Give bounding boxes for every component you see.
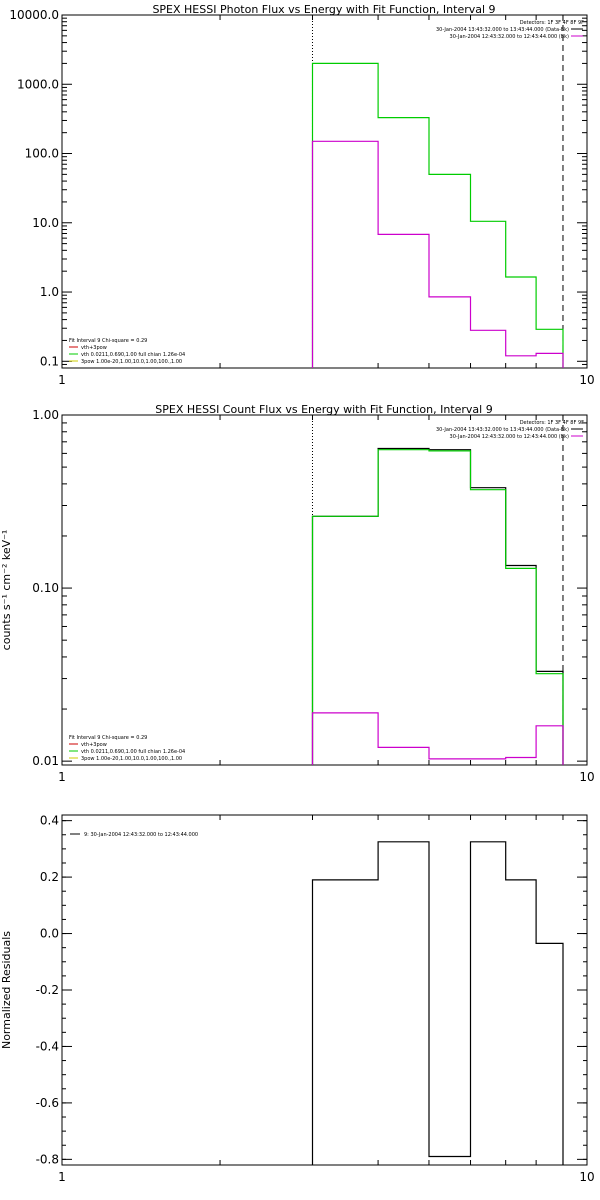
legend-bottom-entry: vth 0.0211,0.690,1.00 full chian 1.26e-0… (81, 749, 185, 755)
legend-bottom-entry: 3pow 1.00e-20,1.00,10.0,1.00,100.,1.00 (81, 359, 182, 365)
y-axis-label: counts s⁻¹ cm⁻² keV⁻¹ (0, 530, 13, 651)
chart-title: SPEX HESSI Count Flux vs Energy with Fit… (155, 403, 492, 416)
series-step-line (311, 841, 564, 1165)
y-tick-label: 10000.0 (9, 8, 59, 22)
plot-frame (61, 414, 588, 766)
y-tick-label: 100.0 (25, 147, 59, 161)
y-tick-label: 0.0 (40, 927, 59, 941)
x-tick-label: 1 (58, 770, 66, 784)
legend-bottom-entry: vth 0.0211,0.690,1.00 full chian 1.26e-0… (81, 352, 185, 358)
y-tick-label: -0.4 (36, 1039, 59, 1053)
legend-top-entry: 30-Jan-2004 12:43:32.000 to 12:43:44.000… (450, 434, 570, 440)
series-step-line (311, 62, 564, 368)
plot-frame (61, 814, 588, 1166)
x-tick-label: 1 (58, 1170, 66, 1184)
y-tick-label: 0.2 (40, 870, 59, 884)
legend-left-entry: 9: 30-Jan-2004 12:43:32.000 to 12:43:44.… (84, 832, 198, 838)
detectors-label: Detectors: 1F 3F 4F 8F 9F (520, 20, 584, 26)
chart-title: SPEX HESSI Photon Flux vs Energy with Fi… (152, 3, 495, 16)
legend-bottom-entry: Fit Interval 9 Chi-square = 0.29 (69, 338, 147, 344)
y-tick-label: 0.10 (32, 581, 59, 595)
series-step-line (311, 447, 564, 765)
series-step-line (311, 140, 564, 368)
x-tick-label: 10 (579, 770, 594, 784)
residuals-panel: 1 10 0.4 0.2 0.0 -0.2 -0.4 -0.6 -0.8 Normalized R… (0, 814, 595, 1184)
y-tick-label: -0.6 (36, 1096, 59, 1110)
series-step-line (311, 449, 564, 765)
legend-top-entry: 30-Jan-2004 12:43:32.000 to 12:43:44.000… (450, 34, 570, 40)
y-tick-label: 1.0 (40, 285, 59, 299)
y-tick-label: 10.0 (32, 216, 59, 230)
detectors-label: Detectors: 1F 3F 4F 8F 9F (520, 420, 584, 426)
y-tick-label: 0.01 (32, 754, 59, 768)
count-flux-panel: SPEX HESSI Count Flux vs Energy with Fit… (0, 403, 595, 784)
photon-flux-panel: SPEX HESSI Photon Flux vs Energy with Fi… (9, 3, 594, 387)
legend-bottom-entry: vth+3pow (81, 345, 107, 351)
y-tick-label: -0.8 (36, 1152, 59, 1166)
series-step-line (311, 712, 564, 765)
y-tick-label: -0.2 (36, 983, 59, 997)
legend-bottom-entry: 3pow 1.00e-20,1.00,10.0,1.00,100.,1.00 (81, 756, 182, 762)
y-tick-label: 0.1 (40, 354, 59, 368)
legend-bottom-entry: Fit Interval 9 Chi-square = 0.29 (69, 735, 147, 741)
legend-top-entry: 30-Jan-2004 13:43:32.000 to 13:43:44.000… (436, 27, 569, 33)
y-axis-label: Normalized Residuals (0, 931, 13, 1049)
legend-bottom-entry: vth+3pow (81, 742, 107, 748)
y-tick-label: 0.4 (40, 814, 59, 828)
x-tick-label: 10 (579, 1170, 594, 1184)
y-tick-label: 1000.0 (17, 77, 59, 91)
plot-frame (61, 14, 588, 369)
legend-top-entry: 30-Jan-2004 13:43:32.000 to 13:43:44.000… (436, 427, 569, 433)
x-tick-label: 10 (579, 373, 594, 387)
y-tick-label: 1.00 (32, 408, 59, 422)
x-tick-label: 1 (58, 373, 66, 387)
